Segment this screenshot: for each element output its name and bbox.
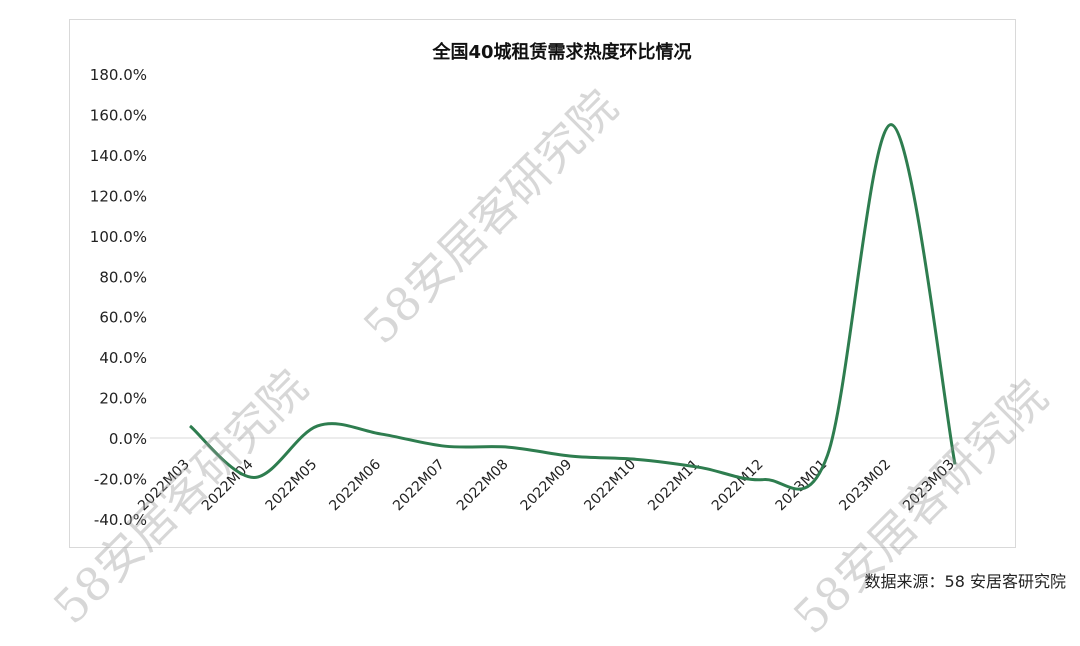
y-tick-label: 60.0% [99,309,147,327]
x-tick-label: 2022M06 [326,456,384,514]
y-tick-label: -40.0% [94,511,147,529]
data-point [826,453,830,457]
chart-canvas: 全国40城租赁需求热度环比情况 180.0% 160.0% 140.0% 120.0%… [90,41,1000,529]
data-point [188,424,192,428]
y-tick-label: 20.0% [99,390,147,408]
x-tick-label: 2022M10 [581,457,639,515]
data-point [507,445,511,449]
x-tick-label: 2023M02 [836,457,894,515]
data-point [634,457,638,461]
data-point [379,432,383,436]
y-tick-label: 180.0% [90,66,147,84]
series-line [189,123,957,491]
data-point [953,462,957,466]
data-point [443,444,447,448]
y-tick-label: 40.0% [99,349,147,367]
y-tick-label: 140.0% [90,147,147,165]
x-tick-label: 2022M05 [263,457,321,515]
data-point [571,454,575,458]
y-tick-label: -20.0% [94,471,147,489]
y-tick-label: 100.0% [90,228,147,246]
x-tick-label: 2022M08 [454,457,512,515]
y-axis-ticks: 180.0% 160.0% 140.0% 120.0% 100.0% 80.0% 60.0%… [90,66,147,529]
data-point [698,465,702,469]
data-point [316,424,320,428]
data-point [889,123,893,127]
y-tick-label: 0.0% [109,430,147,448]
data-point [252,476,256,480]
x-axis-ticks: 2022M03 2022M04 2022M05 2022M06 2022M07 2022M… [135,456,958,514]
source-note: 数据来源：58 安居客研究院 [864,572,1066,591]
y-tick-label: 160.0% [90,106,147,124]
x-tick-label: 2023M03 [900,457,958,515]
x-tick-label: 2022M12 [709,457,767,515]
x-tick-label: 2022M09 [518,457,576,515]
chart-title: 全国40城租赁需求热度环比情况 [431,41,691,63]
y-tick-label: 80.0% [99,268,147,286]
data-point [762,478,766,482]
y-tick-label: 120.0% [90,187,147,205]
x-tick-label: 2022M07 [390,457,448,515]
